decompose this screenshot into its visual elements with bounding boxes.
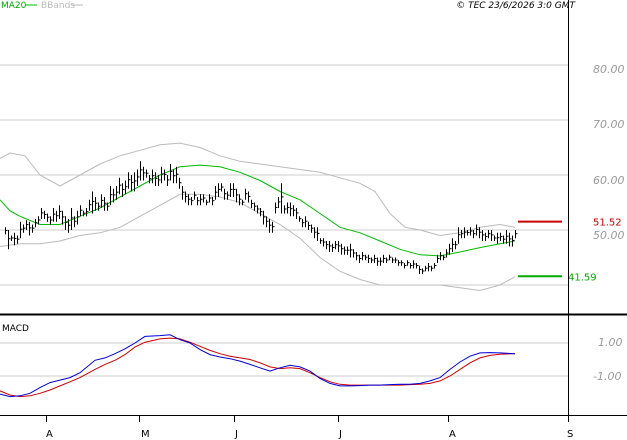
macd-tick-label: 1.00: [598, 336, 623, 349]
macd-tick-label: -1.00: [593, 370, 621, 383]
legend-bb-label: BBands: [41, 1, 75, 11]
x-tick-label: A: [449, 429, 456, 440]
signal-polyline: [0, 337, 516, 398]
macd-panel: MACD 1.00 -1.00: [0, 324, 623, 398]
price-panel: 51.52 41.59 80.00 70.00 60.00 50.00: [0, 63, 625, 292]
x-tick-label: M: [141, 429, 150, 440]
resistance-label: 51.52: [593, 218, 622, 229]
x-axis: A M J J A S: [46, 415, 573, 440]
y-tick-label: 80.00: [593, 63, 625, 76]
price-axis: 80.00 70.00 60.00 50.00: [593, 63, 625, 242]
bollinger-upper-line: [0, 142, 516, 237]
copyright-text: © TEC 23/6/2026 3:0 GMT: [456, 1, 576, 11]
x-tick-label: J: [338, 429, 342, 440]
ma20-line: [0, 164, 516, 257]
macd-label: MACD: [2, 324, 29, 334]
x-tick-label: A: [46, 429, 53, 440]
y-tick-label: 50.00: [593, 229, 625, 242]
ma20-polyline: [0, 164, 516, 257]
y-tick-label: 60.00: [593, 174, 625, 187]
legend: MA20 BBands: [1, 1, 83, 11]
price-bars: [5, 161, 518, 274]
legend-ma-label: MA20: [1, 1, 27, 11]
macd-line: [0, 334, 516, 398]
x-tick-label: S: [567, 429, 573, 440]
x-tick-label: J: [234, 429, 238, 440]
signal-line: [0, 337, 516, 398]
y-tick-label: 70.00: [593, 118, 625, 131]
macd-polyline: [0, 334, 516, 398]
support-label: 41.59: [568, 272, 597, 283]
